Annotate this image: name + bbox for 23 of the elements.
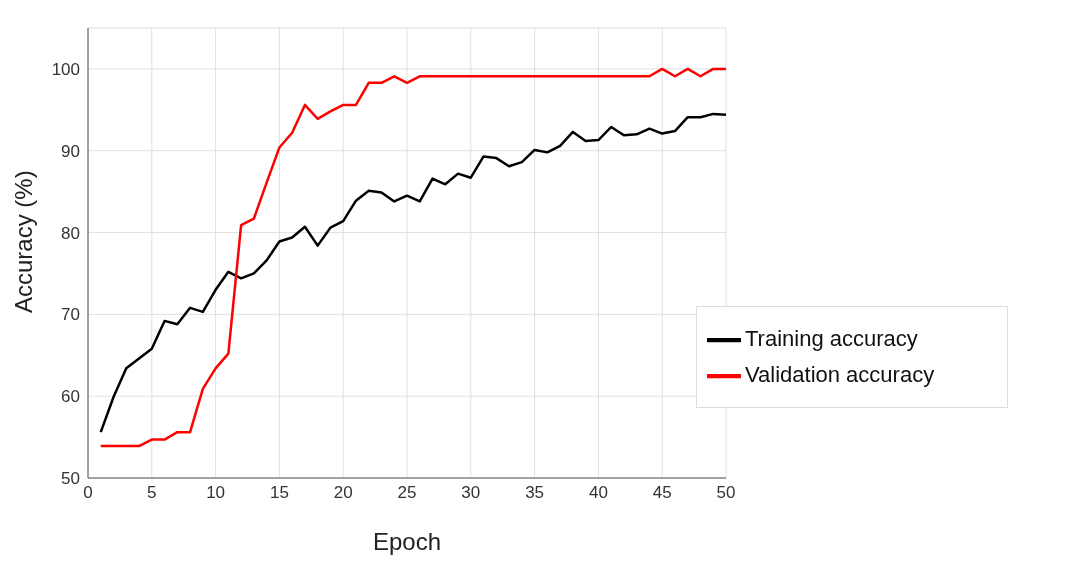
x-tick-label: 35 bbox=[525, 483, 545, 503]
y-tick-label: 100 bbox=[51, 59, 80, 79]
y-tick-label: 70 bbox=[61, 305, 80, 325]
legend-label: Training accuracy bbox=[745, 325, 918, 351]
x-tick-label: 45 bbox=[652, 483, 672, 503]
x-tick-label: 0 bbox=[83, 483, 93, 503]
x-tick-label: 40 bbox=[588, 483, 608, 503]
legend-label: Validation accuracy bbox=[745, 361, 935, 387]
x-tick-label: 50 bbox=[716, 483, 736, 503]
x-axis-title: Epoch bbox=[372, 528, 442, 556]
x-tick-label: 5 bbox=[147, 483, 157, 503]
x-tick-label: 15 bbox=[269, 483, 289, 503]
line-series bbox=[99, 67, 726, 448]
x-tick-label: 20 bbox=[333, 483, 353, 503]
x-tick-label: 25 bbox=[397, 483, 417, 503]
y-tick-label: 60 bbox=[61, 387, 80, 407]
y-tick-label: 80 bbox=[61, 223, 80, 243]
y-tick-label: 90 bbox=[61, 141, 80, 161]
y-axis-title: Accuracy (%) bbox=[9, 170, 37, 313]
y-tick-label: 50 bbox=[61, 469, 80, 489]
x-tick-label: 10 bbox=[206, 483, 226, 503]
line-series bbox=[99, 112, 726, 434]
x-tick-label: 30 bbox=[461, 483, 481, 503]
